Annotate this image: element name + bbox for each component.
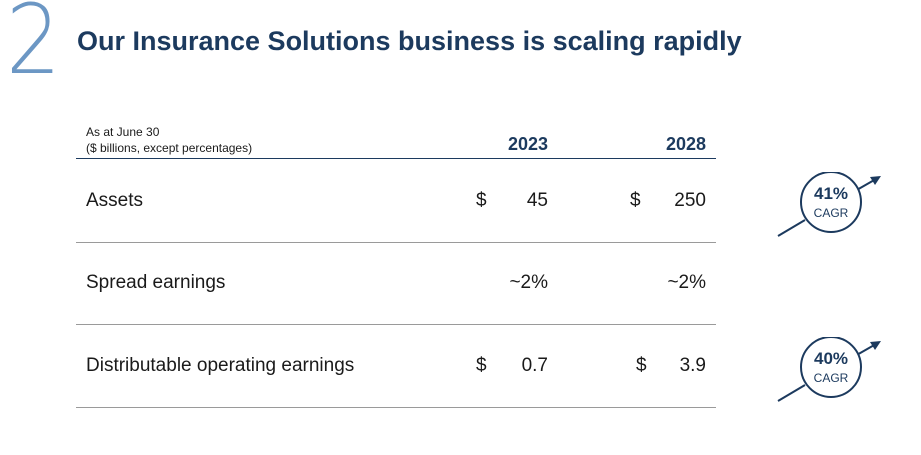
row-divider <box>76 242 716 243</box>
row-divider <box>76 324 716 325</box>
column-header-2028: 2028 <box>665 134 706 154</box>
slide-number: 2 <box>6 0 61 96</box>
value-2023: 0.7 <box>521 355 548 376</box>
currency-symbol: $ <box>630 190 641 211</box>
value-2028: 3.9 <box>679 355 706 376</box>
cagr-value: 41% <box>813 184 849 203</box>
cagr-value: 40% <box>813 349 849 368</box>
row-label-assets: Assets <box>86 190 144 211</box>
row-divider <box>76 407 716 408</box>
value-2028: 250 <box>674 190 706 211</box>
currency-symbol: $ <box>476 190 487 211</box>
page-title: Our Insurance Solutions business is scal… <box>77 26 742 56</box>
growth-arrow-icon <box>777 172 881 237</box>
value-2023: 45 <box>526 190 548 211</box>
currency-symbol: $ <box>636 355 647 376</box>
header-divider <box>76 158 716 159</box>
cagr-badge-assets: 41% CAGR <box>776 172 886 252</box>
row-label-distributable-operating-earnings: Distributable operating earnings <box>86 355 355 376</box>
column-header-2023: 2023 <box>507 134 548 154</box>
value-2028: ~2% <box>667 272 706 293</box>
table-note-units: ($ billions, except percentages) <box>86 141 253 155</box>
cagr-label: CAGR <box>813 206 849 220</box>
growth-arrow-icon <box>777 337 881 402</box>
value-2023: ~2% <box>509 272 548 293</box>
currency-symbol: $ <box>476 355 487 376</box>
row-label-spread-earnings: Spread earnings <box>86 272 226 293</box>
cagr-label: CAGR <box>813 371 849 385</box>
table-note-date: As at June 30 <box>86 125 160 139</box>
table-note: As at June 30 ($ billions, except percen… <box>86 124 252 156</box>
cagr-badge-distributable-earnings: 40% CAGR <box>776 337 886 417</box>
